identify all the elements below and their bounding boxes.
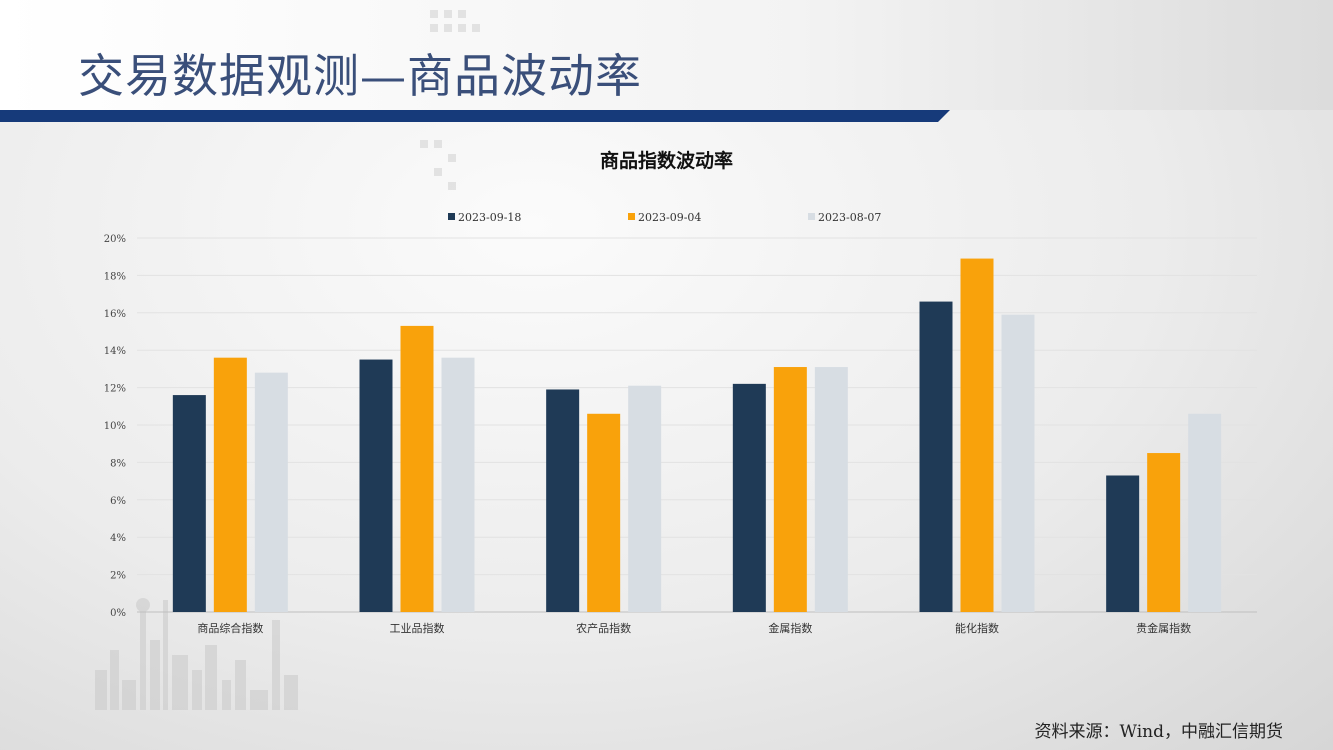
bar (254, 372, 288, 612)
bar (400, 325, 434, 612)
bar (1188, 413, 1222, 612)
bar (814, 367, 848, 612)
bar (1106, 475, 1140, 612)
bar (1147, 453, 1181, 612)
x-tick-label: 金属指数 (768, 621, 812, 635)
bar (213, 357, 247, 612)
bar (773, 367, 807, 612)
x-tick-label: 贵金属指数 (1136, 621, 1191, 635)
x-tick-label: 工业品指数 (390, 621, 445, 635)
legend-label: 2023-09-18 (458, 211, 521, 224)
legend-swatch (808, 213, 815, 220)
legend-label: 2023-08-07 (818, 211, 881, 224)
bar (172, 395, 206, 612)
bar (1001, 314, 1035, 612)
legend-label: 2023-09-04 (638, 211, 701, 224)
x-tick-label: 能化指数 (955, 621, 999, 635)
chart-title: 商品指数波动率 (599, 150, 733, 172)
y-tick-label: 8% (110, 458, 126, 469)
bar (732, 383, 766, 612)
y-tick-label: 2% (110, 571, 126, 582)
y-tick-label: 20% (104, 234, 126, 245)
bar (359, 359, 393, 612)
x-tick-label: 农产品指数 (576, 621, 631, 635)
title-rule (0, 110, 950, 122)
y-tick-label: 0% (110, 608, 126, 619)
header-band (0, 0, 1333, 110)
bar (919, 301, 953, 612)
y-tick-label: 18% (104, 271, 126, 282)
y-tick-label: 4% (110, 533, 126, 544)
bar (441, 357, 475, 612)
legend-swatch (448, 213, 455, 220)
bar (546, 389, 580, 612)
bar (587, 413, 621, 612)
y-tick-label: 12% (104, 384, 126, 395)
y-tick-label: 10% (104, 421, 126, 432)
legend-swatch (628, 213, 635, 220)
x-tick-label: 商品综合指数 (197, 621, 263, 635)
y-tick-label: 16% (104, 309, 126, 320)
slide-title: 交易数据观测—商品波动率 (78, 49, 642, 103)
bar (960, 258, 994, 612)
y-tick-label: 6% (110, 496, 126, 507)
y-tick-label: 14% (104, 346, 126, 357)
source-note: 资料来源：Wind，中融汇信期货 (1034, 722, 1283, 742)
bar (628, 385, 662, 612)
